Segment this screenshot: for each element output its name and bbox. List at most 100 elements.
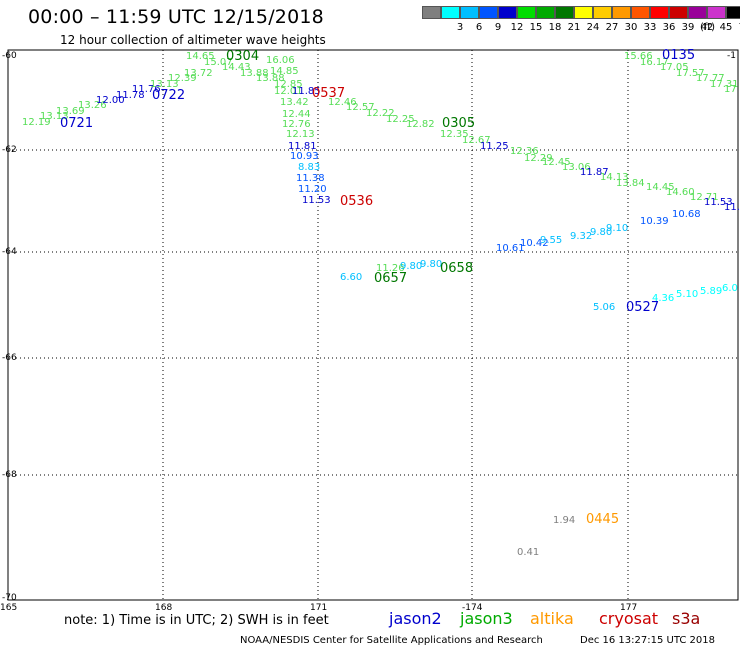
wave-height-value: 10.42 — [520, 238, 549, 249]
wave-height-value: 12.67 — [462, 135, 491, 146]
footer-note: note: 1) Time is in UTC; 2) SWH is in fe… — [64, 613, 329, 628]
legend-jason2: jason2 — [389, 609, 442, 628]
legend-tick-label: 15 — [529, 22, 543, 33]
wave-height-value: 12.57 — [346, 102, 375, 113]
wave-height-value: 16.06 — [266, 55, 295, 66]
x-label-171: 171 — [310, 603, 328, 613]
legend-tick-label: 21 — [567, 22, 581, 33]
legend-swatch — [574, 6, 593, 19]
y-label-64: -64 — [2, 247, 17, 257]
x-label-165: 165 — [0, 603, 18, 613]
pass-time-label: 0722 — [152, 88, 186, 103]
wave-height-value: 10.39 — [640, 216, 669, 227]
legend-swatch — [498, 6, 517, 19]
wave-height-value: 9.10 — [606, 223, 629, 234]
wave-height-value: 13.42 — [280, 97, 309, 108]
pass-time-label: 0527 — [626, 300, 660, 315]
wave-height-value: 10.68 — [672, 209, 701, 220]
wave-height-value: 0.41 — [517, 547, 540, 558]
wave-height-value: 12.82 — [406, 119, 435, 130]
pass-time-label: 0304 — [226, 49, 260, 64]
wave-height-value: 15.66 — [624, 51, 653, 62]
y-label-right-60: -1 — [727, 51, 736, 61]
wave-height-value: 12.25 — [386, 114, 415, 125]
legend-jason3: jason3 — [460, 609, 513, 628]
legend-swatch — [707, 6, 726, 19]
wave-height-value: 16.17 — [640, 57, 669, 68]
legend-cryosat: cryosat — [599, 609, 659, 628]
wave-height-value: 12.29 — [524, 153, 553, 164]
legend-swatch — [631, 6, 650, 19]
wave-height-value: 12.13 — [286, 129, 315, 140]
pass-time-label: 0536 — [340, 194, 374, 209]
wave-height-value: 13.88 — [256, 73, 285, 84]
wave-height-value: 9.80 — [420, 259, 443, 270]
legend-tick-label: 24 — [586, 22, 600, 33]
legend-tick-label: 45 — [719, 22, 733, 33]
pass-time-label: 0537 — [312, 86, 346, 101]
legend-swatch — [479, 6, 498, 19]
wave-height-value: 12.19 — [22, 117, 51, 128]
legend-tick-label: 30 — [624, 22, 638, 33]
legend-tick-label: 42 — [700, 22, 714, 33]
y-label-68: -68 — [2, 470, 17, 480]
legend-tick-label: 70 — [736, 22, 740, 33]
wave-height-value: 17.57 — [676, 68, 705, 79]
wave-height-value: 10.93 — [290, 151, 319, 162]
generated-timestamp: Dec 16 13:27:15 UTC 2018 — [580, 635, 715, 646]
wave-height-value: 12.76 — [282, 119, 311, 130]
y-label-66: -66 — [2, 353, 17, 363]
wave-height-value: 9.32 — [570, 231, 593, 242]
y-label-62: -62 — [2, 145, 17, 155]
legend-tick-label: 33 — [643, 22, 657, 33]
wave-height-value: 4.36 — [652, 293, 675, 304]
pass-time-label: 0445 — [586, 512, 620, 527]
wave-height-value: 13.72 — [184, 68, 213, 79]
legend-s3a: s3a — [672, 609, 701, 628]
legend-swatch — [460, 6, 479, 19]
legend-unit: (ft) — [700, 22, 716, 33]
wave-height-value: 13.26 — [78, 100, 107, 111]
legend-tick-label: 18 — [548, 22, 562, 33]
legend-swatch — [669, 6, 688, 19]
x-label-177: 177 — [620, 603, 638, 613]
wave-height-value: 9.55 — [540, 235, 563, 246]
wave-height-value: 1.94 — [553, 515, 576, 526]
wave-height-value: 17 — [724, 84, 737, 95]
legend-swatch — [650, 6, 669, 19]
wave-height-value: 17.77 — [696, 73, 725, 84]
legend-tick-label: 3 — [456, 22, 464, 33]
legend-tick-label: 27 — [605, 22, 619, 33]
wave-height-value: 14.45 — [646, 182, 675, 193]
wave-height-value: 11.53 — [302, 195, 331, 206]
legend-tick-label: 12 — [510, 22, 524, 33]
wave-height-value: 11.87 — [580, 167, 609, 178]
wave-height-value: 12.46 — [328, 97, 357, 108]
wave-height-value: 12.35 — [440, 129, 469, 140]
map-title: 00:00 – 11:59 UTC 12/15/2018 — [28, 6, 324, 28]
legend-swatch — [688, 6, 707, 19]
plot-frame — [7, 49, 739, 601]
wave-height-value: 11.78 — [116, 90, 145, 101]
legend-swatch — [441, 6, 460, 19]
wave-height-value: 11.81 — [288, 141, 317, 152]
wave-height-value: 13.13 — [40, 111, 69, 122]
x-label-174: -174 — [462, 603, 483, 613]
wave-height-value: 14.43 — [222, 62, 251, 73]
wave-height-value: 12.44 — [282, 109, 311, 120]
wave-height-value: 11.85 — [292, 86, 321, 97]
wave-height-value: 12.45 — [542, 157, 571, 168]
wave-height-value: 13.84 — [616, 178, 645, 189]
legend-swatch — [593, 6, 612, 19]
legend-swatch — [555, 6, 574, 19]
y-label-60: -60 — [2, 51, 17, 61]
wave-height-value: 12.36 — [510, 146, 539, 157]
wave-height-value: 9.80 — [590, 227, 613, 238]
wave-height-value: 11.26 — [376, 263, 405, 274]
legend-swatch — [422, 6, 441, 19]
wave-height-value: 11.20 — [298, 184, 327, 195]
wave-height-value: 11.38 — [296, 173, 325, 184]
x-label-168: 168 — [155, 603, 173, 613]
wave-height-value: 17.31 — [710, 79, 739, 90]
